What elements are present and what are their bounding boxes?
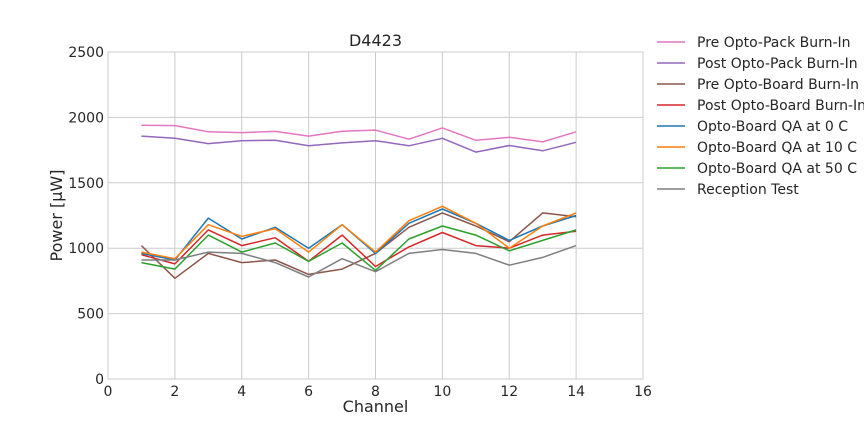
legend-label: Post Opto-Board Burn-In [697, 98, 864, 114]
tick-labels: 0 2 4 6 8 10 12 14 16 0 500 1000 1500 2000 2500 [68, 45, 652, 400]
x-tick-label: 2 [170, 384, 179, 400]
legend: Pre Opto-Pack Burn-In Post Opto-Pack Burn… [657, 35, 864, 198]
series-line-8 [141, 244, 577, 278]
legend-label: Opto-Board QA at 50 C [697, 161, 857, 177]
legend-label: Opto-Board QA at 0 C [697, 119, 848, 135]
y-axis-title: Power [μW] [47, 170, 66, 262]
series-line-2 [141, 135, 577, 153]
legend-item: Opto-Board QA at 0 C [657, 119, 848, 135]
legend-item: Post Opto-Board Burn-In [657, 98, 864, 114]
series-lines [140, 124, 577, 280]
series-line-6 [141, 205, 577, 260]
y-tick-label: 2500 [68, 45, 104, 61]
y-tick-label: 1500 [68, 176, 104, 192]
legend-item: Post Opto-Pack Burn-In [657, 56, 858, 72]
x-tick-label: 14 [567, 384, 585, 400]
x-tick-label: 10 [433, 384, 451, 400]
x-tick-label: 6 [304, 384, 313, 400]
legend-item: Pre Opto-Board Burn-In [657, 77, 859, 93]
legend-label: Opto-Board QA at 10 C [697, 140, 857, 156]
chart-title: D4423 [349, 31, 402, 50]
x-axis-title: Channel [343, 397, 409, 416]
y-tick-label: 1000 [68, 241, 104, 257]
legend-item: Opto-Board QA at 10 C [657, 140, 857, 156]
x-tick-label: 0 [104, 384, 113, 400]
series-line-7 [141, 225, 577, 272]
x-tick-label: 4 [237, 384, 246, 400]
legend-label: Pre Opto-Pack Burn-In [697, 35, 851, 51]
legend-label: Pre Opto-Board Burn-In [697, 77, 859, 93]
series-line-3 [140, 212, 577, 280]
legend-item: Opto-Board QA at 50 C [657, 161, 857, 177]
x-tick-label: 16 [634, 384, 652, 400]
legend-label: Reception Test [697, 182, 799, 198]
legend-label: Post Opto-Pack Burn-In [697, 56, 858, 72]
x-tick-label: 8 [371, 384, 380, 400]
y-tick-label: 500 [77, 307, 104, 323]
y-tick-label: 0 [95, 372, 104, 388]
y-tick-label: 2000 [68, 110, 104, 126]
legend-item: Reception Test [657, 182, 799, 198]
legend-item: Pre Opto-Pack Burn-In [657, 35, 851, 51]
plot-area [107, 51, 644, 380]
x-tick-label: 12 [500, 384, 518, 400]
series-line-1 [141, 124, 577, 143]
